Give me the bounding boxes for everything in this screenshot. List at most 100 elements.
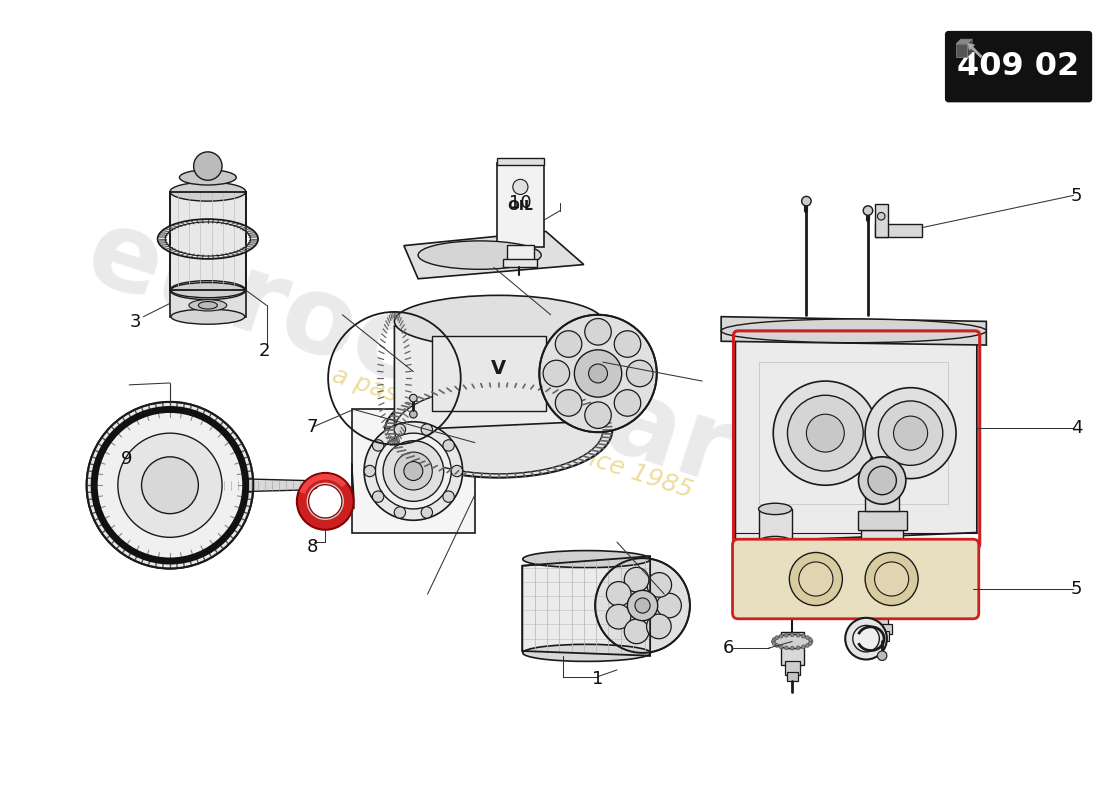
Circle shape <box>802 645 805 649</box>
Circle shape <box>543 360 570 386</box>
Ellipse shape <box>170 309 245 324</box>
Circle shape <box>606 582 631 606</box>
Bar <box>784 662 800 674</box>
Circle shape <box>625 619 649 644</box>
Circle shape <box>790 553 843 606</box>
Ellipse shape <box>759 503 792 514</box>
Bar <box>874 204 888 237</box>
Circle shape <box>556 330 582 358</box>
Ellipse shape <box>522 550 650 568</box>
Circle shape <box>776 636 779 639</box>
FancyBboxPatch shape <box>733 539 979 618</box>
Circle shape <box>373 491 384 502</box>
Circle shape <box>805 643 810 647</box>
Ellipse shape <box>385 383 613 478</box>
Bar <box>786 672 798 682</box>
Circle shape <box>806 414 845 452</box>
Text: 7: 7 <box>306 418 318 435</box>
Circle shape <box>808 638 812 642</box>
Polygon shape <box>722 317 987 345</box>
Circle shape <box>614 330 641 358</box>
Ellipse shape <box>759 536 792 548</box>
Circle shape <box>585 402 612 429</box>
Bar <box>170 290 245 317</box>
Text: 8: 8 <box>306 538 318 556</box>
Text: OIL: OIL <box>507 199 534 213</box>
Circle shape <box>647 614 671 638</box>
Circle shape <box>802 634 805 638</box>
Circle shape <box>635 598 650 613</box>
Polygon shape <box>352 463 354 509</box>
Bar <box>507 245 534 261</box>
Text: a passion for parts since 1985: a passion for parts since 1985 <box>330 363 696 503</box>
Text: V: V <box>491 359 506 378</box>
Circle shape <box>627 590 658 621</box>
Circle shape <box>404 462 422 481</box>
Circle shape <box>556 390 582 416</box>
Text: 1: 1 <box>593 670 604 688</box>
Circle shape <box>805 636 810 639</box>
Circle shape <box>784 646 789 650</box>
Text: 10: 10 <box>509 194 531 212</box>
Circle shape <box>771 640 775 643</box>
Circle shape <box>845 618 887 659</box>
Bar <box>872 625 892 634</box>
Circle shape <box>421 506 432 518</box>
FancyBboxPatch shape <box>946 31 1091 102</box>
Text: 6: 6 <box>723 639 735 657</box>
Bar <box>874 224 922 237</box>
Circle shape <box>409 394 417 402</box>
Wedge shape <box>297 473 354 530</box>
Circle shape <box>595 558 690 653</box>
Text: 5: 5 <box>1070 187 1082 206</box>
Circle shape <box>810 640 813 643</box>
Polygon shape <box>736 334 977 542</box>
Polygon shape <box>198 478 305 493</box>
Polygon shape <box>170 192 245 290</box>
Circle shape <box>539 314 657 432</box>
FancyArrow shape <box>968 43 982 58</box>
Circle shape <box>865 553 918 606</box>
Polygon shape <box>404 231 584 278</box>
Circle shape <box>375 433 451 509</box>
Text: eurocarparts: eurocarparts <box>74 199 858 544</box>
Ellipse shape <box>189 300 227 311</box>
Circle shape <box>808 642 812 646</box>
Circle shape <box>858 457 905 504</box>
Circle shape <box>395 452 432 490</box>
Circle shape <box>118 433 222 538</box>
Circle shape <box>625 567 649 592</box>
Polygon shape <box>497 163 544 246</box>
Ellipse shape <box>722 319 987 342</box>
Ellipse shape <box>522 644 650 662</box>
Circle shape <box>790 646 794 650</box>
Circle shape <box>87 402 253 569</box>
Bar <box>876 631 889 641</box>
Bar <box>504 259 538 267</box>
Circle shape <box>879 401 943 466</box>
Circle shape <box>364 422 463 520</box>
Ellipse shape <box>418 241 541 270</box>
Circle shape <box>788 395 864 471</box>
Bar <box>352 410 475 533</box>
Circle shape <box>194 152 222 180</box>
Circle shape <box>142 457 198 514</box>
Circle shape <box>796 646 800 650</box>
Circle shape <box>606 605 630 629</box>
Circle shape <box>779 634 783 638</box>
Circle shape <box>802 196 811 206</box>
Circle shape <box>394 424 406 435</box>
Polygon shape <box>395 317 603 430</box>
Circle shape <box>852 626 879 652</box>
Circle shape <box>443 491 454 502</box>
Circle shape <box>878 651 887 661</box>
Text: 5: 5 <box>1070 581 1082 598</box>
Ellipse shape <box>198 302 218 309</box>
Circle shape <box>868 466 896 494</box>
Ellipse shape <box>170 282 245 298</box>
Bar <box>759 509 792 542</box>
Circle shape <box>772 638 777 642</box>
Circle shape <box>310 482 318 489</box>
Text: 4: 4 <box>1070 419 1082 438</box>
Circle shape <box>585 318 612 345</box>
